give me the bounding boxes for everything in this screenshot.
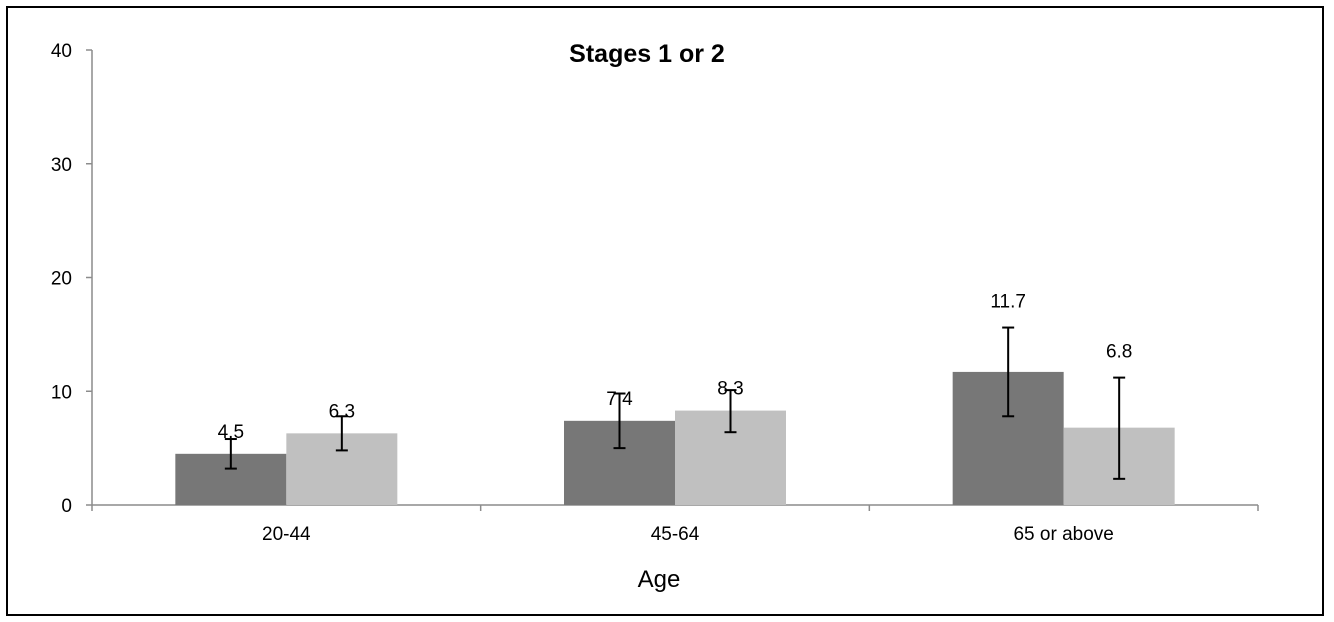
data-label: 11.7	[990, 292, 1026, 313]
y-tick-label: 0	[61, 496, 72, 517]
y-tick-label: 30	[51, 155, 72, 176]
data-label: 6.8	[1106, 342, 1132, 363]
data-label: 8.3	[717, 379, 743, 400]
x-tick-label: 45-64	[651, 524, 700, 545]
x-axis-label: Age	[638, 566, 681, 593]
data-label: 7.4	[606, 389, 633, 410]
data-label: 6.3	[329, 401, 355, 422]
y-tick-label: 40	[51, 41, 72, 62]
chart-frame	[6, 6, 1324, 616]
y-tick-label: 10	[51, 382, 72, 403]
plot-area: 0 10 20 30 40 20-44 45-64 65 or above 4.5 6.3 7.4 8…	[51, 41, 1259, 545]
x-tick-label: 65 or above	[1013, 524, 1113, 545]
x-tick-label: 20-44	[262, 524, 311, 545]
chart-title: Stages 1 or 2	[569, 40, 725, 68]
data-label: 4.5	[218, 422, 244, 443]
y-tick-label: 20	[51, 269, 72, 290]
